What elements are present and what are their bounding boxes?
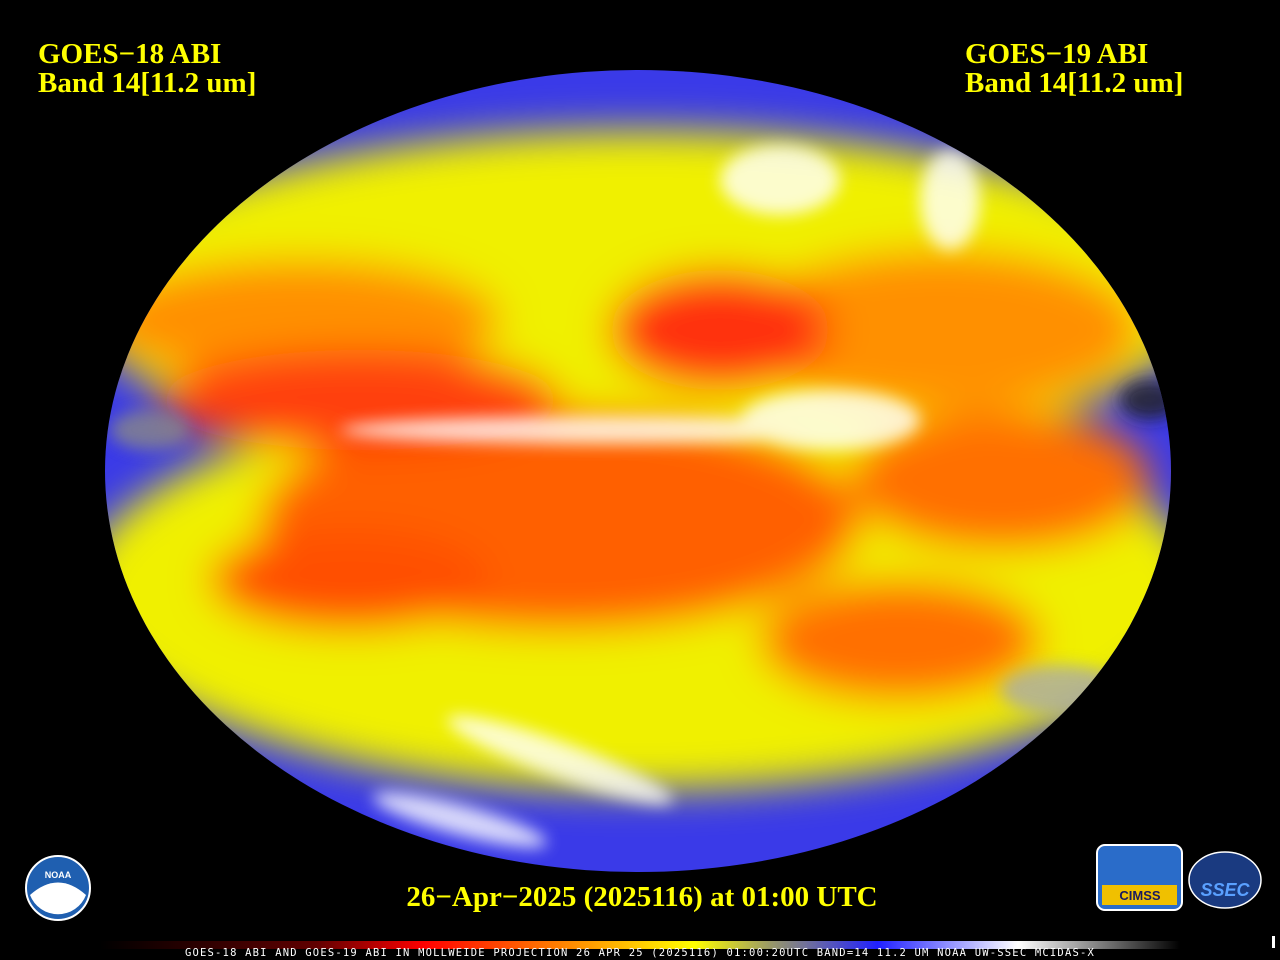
header-left: GOES−18 ABI Band 14[11.2 um] — [38, 38, 256, 99]
color-bar — [100, 941, 1180, 949]
band-label: Band 14[11.2 um] — [38, 67, 256, 99]
logo-text: NOAA — [45, 870, 72, 880]
timestamp: 26−Apr−2025 (2025116) at 01:00 UTC — [406, 881, 877, 913]
ssec-logo: SSEC — [1188, 851, 1262, 909]
cimss-logo: CIMSS — [1096, 844, 1183, 911]
satellite-label: GOES−18 ABI — [38, 38, 221, 70]
marker — [1272, 936, 1275, 948]
globe — [105, 70, 1171, 872]
logo-text: CIMSS — [1119, 888, 1161, 903]
header-right: GOES−19 ABI Band 14[11.2 um] — [965, 38, 1183, 99]
noaa-logo: NOAA — [25, 855, 91, 921]
band-label: Band 14[11.2 um] — [965, 67, 1183, 99]
logo-text: SSEC — [1200, 880, 1250, 900]
footer-caption: GOES-18 ABI AND GOES-19 ABI IN MOLLWEIDE… — [185, 947, 1095, 959]
satellite-label: GOES−19 ABI — [965, 38, 1148, 70]
